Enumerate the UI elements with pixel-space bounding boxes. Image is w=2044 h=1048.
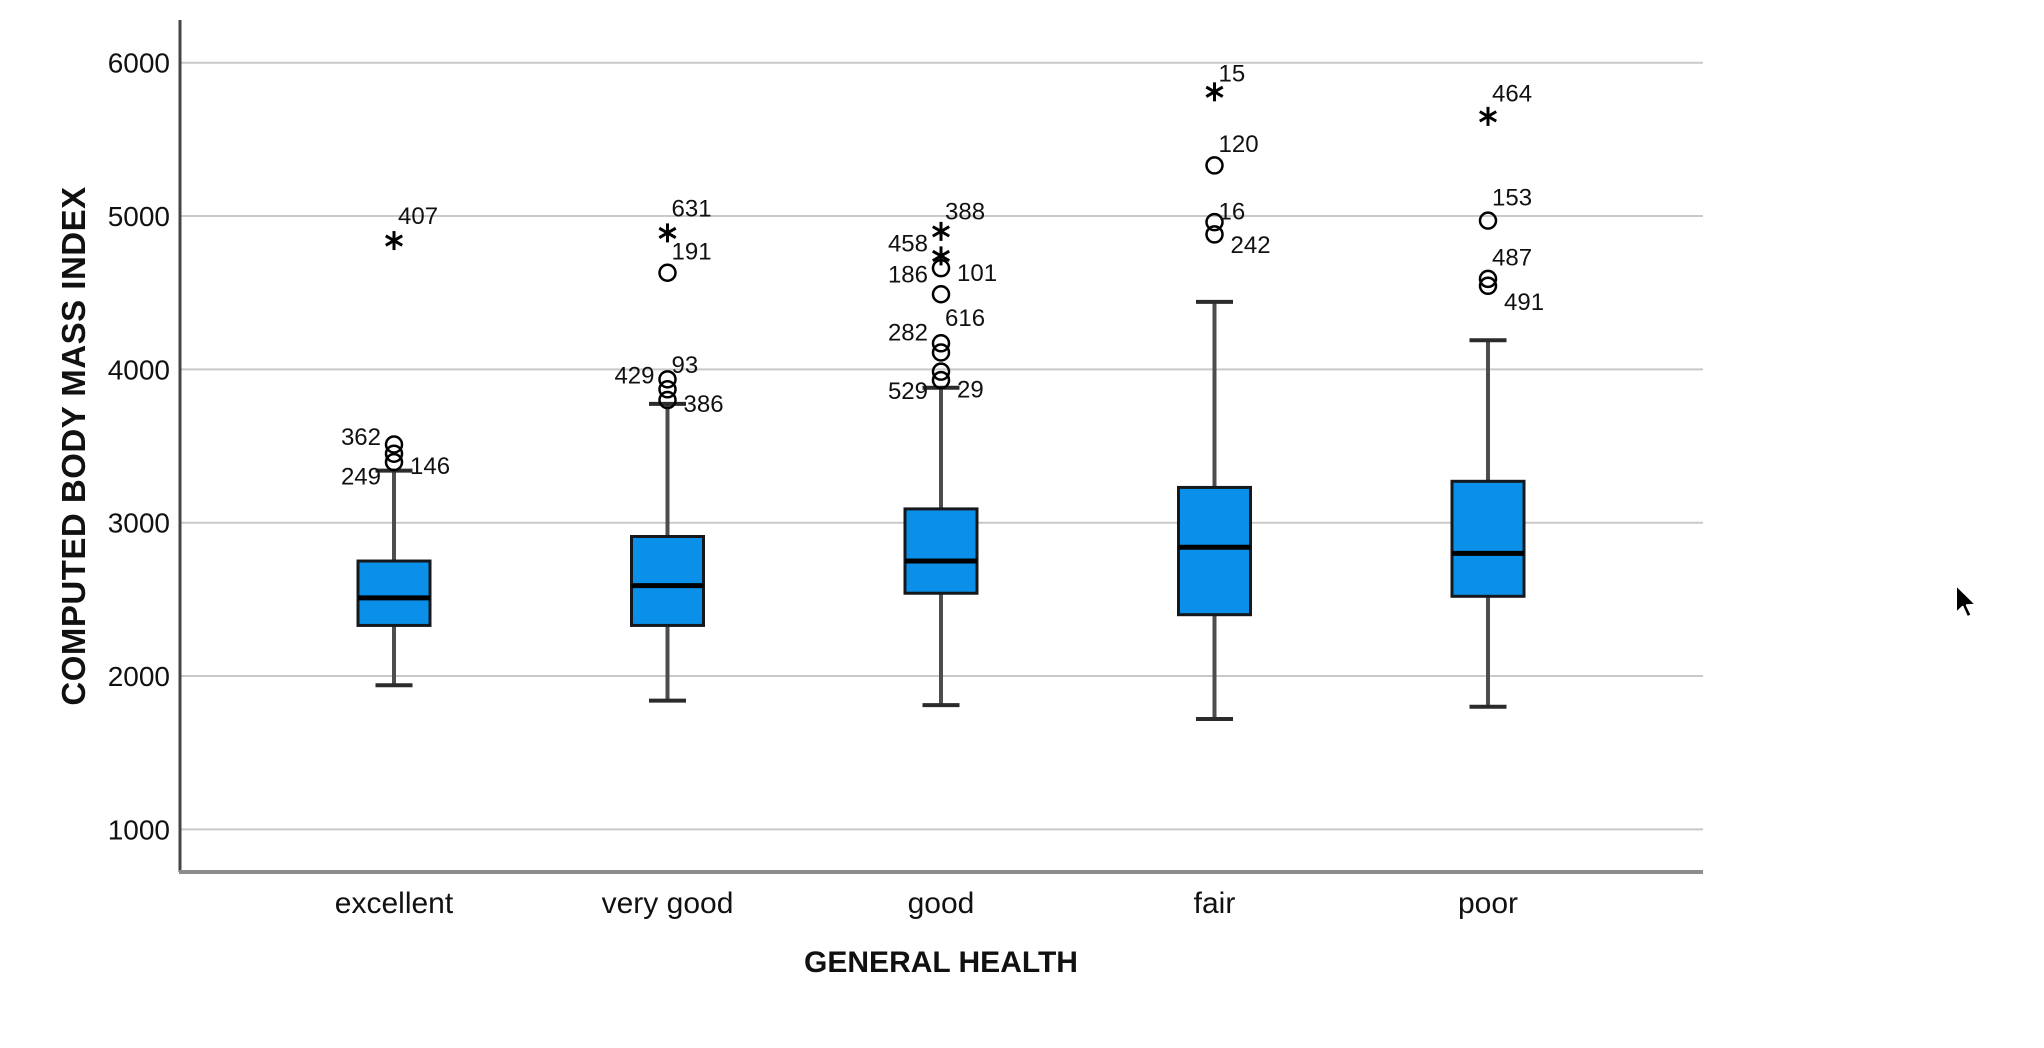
extreme-asterisk-ray[interactable]	[1205, 85, 1224, 98]
outlier-circle[interactable]	[931, 362, 951, 381]
y-axis-title: COMPUTED BODY MASS INDEX	[55, 186, 92, 706]
outlier-circle[interactable]	[1478, 211, 1498, 230]
case-label: 282	[888, 320, 928, 347]
box-poor[interactable]	[1450, 479, 1526, 598]
outlier-circle[interactable]	[931, 370, 951, 390]
case-label: 120	[1219, 131, 1259, 158]
case-label: 616	[945, 305, 985, 332]
case-label: 101	[957, 260, 997, 287]
case-label: 29	[957, 376, 984, 403]
outlier-circle[interactable]	[384, 452, 404, 472]
outlier-circle[interactable]	[1205, 225, 1224, 244]
case-label: 388	[945, 198, 985, 225]
box-fair[interactable]	[1177, 485, 1252, 617]
y-tick-label: 6000	[108, 48, 170, 79]
case-label: 407	[398, 203, 438, 230]
outlier-circle[interactable]	[658, 390, 677, 410]
y-tick-label: 3000	[108, 508, 170, 539]
case-label: 191	[672, 238, 712, 265]
extreme-asterisk-ray[interactable]	[385, 234, 403, 247]
mouse-cursor-icon	[1955, 584, 1977, 619]
case-label: 16	[1219, 198, 1246, 225]
box-good[interactable]	[903, 507, 979, 595]
outlier-circle[interactable]	[1205, 212, 1224, 232]
extreme-asterisk-ray[interactable]	[658, 226, 677, 239]
case-label: 464	[1492, 80, 1532, 107]
case-label: 186	[888, 261, 928, 288]
case-label: 529	[888, 378, 928, 405]
case-label: 362	[341, 424, 381, 451]
outlier-circle[interactable]	[384, 435, 404, 454]
case-label: 15	[1219, 60, 1246, 87]
case-label: 146	[410, 453, 450, 480]
case-label: 386	[684, 391, 724, 418]
case-label: 491	[1504, 289, 1544, 316]
outlier-circle[interactable]	[658, 370, 677, 389]
x-category-label: very good	[602, 887, 734, 920]
y-tick-label: 2000	[108, 661, 170, 692]
case-label: 153	[1492, 185, 1532, 212]
y-tick-label: 4000	[108, 354, 170, 385]
outlier-circle[interactable]	[1205, 156, 1224, 175]
extreme-asterisk-ray[interactable]	[932, 249, 950, 262]
outlier-circle[interactable]	[931, 343, 951, 362]
outlier-circle[interactable]	[1478, 269, 1498, 289]
outlier-circle[interactable]	[658, 263, 677, 283]
case-label: 242	[1231, 232, 1271, 259]
y-tick-label: 5000	[108, 201, 170, 232]
box-excellent[interactable]	[356, 559, 432, 627]
x-category-label: good	[908, 887, 975, 920]
x-category-label: excellent	[335, 887, 454, 920]
x-axis-title: GENERAL HEALTH	[804, 946, 1078, 979]
x-category-label: fair	[1194, 887, 1236, 920]
extreme-asterisk-ray[interactable]	[932, 225, 950, 238]
box-very-good[interactable]	[630, 535, 705, 627]
outlier-circle[interactable]	[931, 284, 951, 304]
case-label: 249	[341, 464, 381, 491]
x-category-label: poor	[1458, 887, 1518, 920]
case-label: 93	[672, 352, 699, 379]
case-label: 631	[672, 195, 712, 222]
outlier-circle[interactable]	[931, 334, 951, 353]
outlier-circle[interactable]	[658, 380, 677, 399]
outlier-circle[interactable]	[384, 444, 404, 463]
y-tick-label: 1000	[108, 814, 170, 845]
case-label: 487	[1492, 244, 1532, 271]
extreme-asterisk-ray[interactable]	[1479, 110, 1497, 123]
outlier-circle[interactable]	[1478, 276, 1498, 296]
case-label: 429	[614, 363, 654, 390]
case-label: 458	[888, 231, 928, 258]
